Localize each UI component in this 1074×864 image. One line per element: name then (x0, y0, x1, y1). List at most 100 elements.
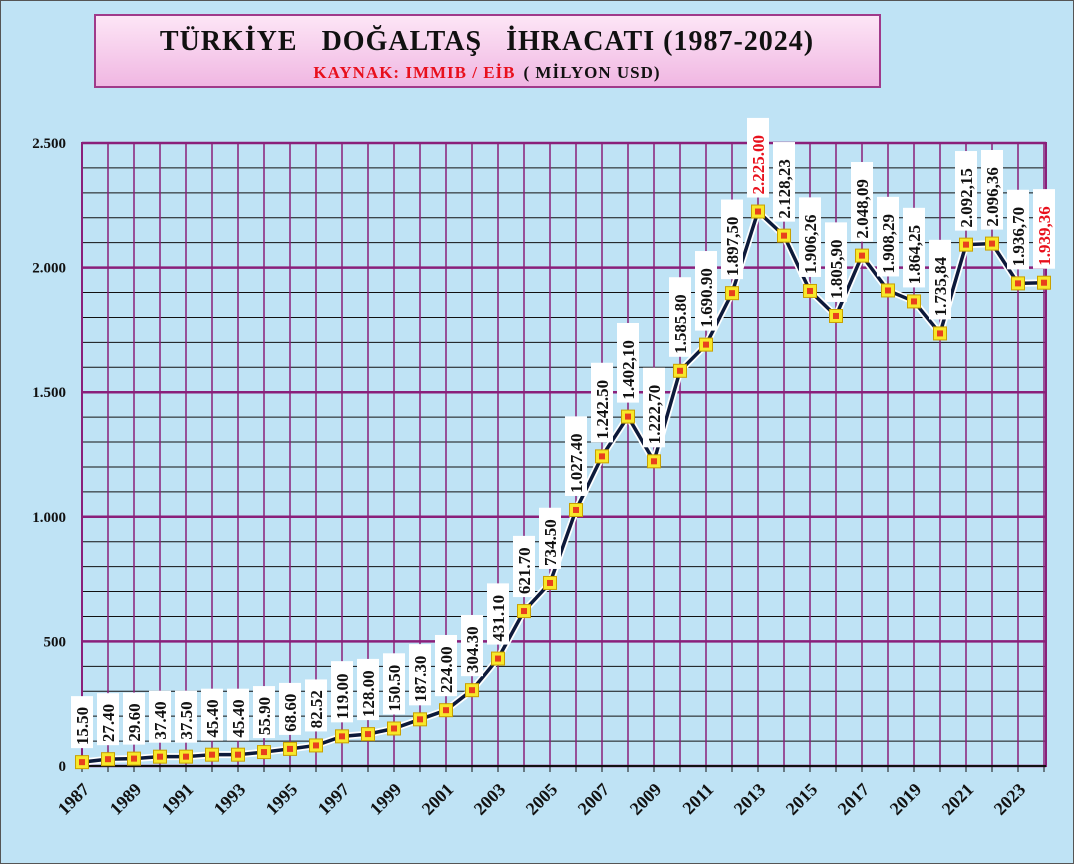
marker-center (313, 742, 319, 749)
value-label: 1.897,50 (723, 217, 742, 277)
value-label-bg (565, 416, 587, 496)
chart-title: TÜRKİYE DOĞALTAŞ İHRACATI (1987-2024) (160, 26, 814, 57)
marker-center (443, 707, 449, 714)
value-label-bg (721, 199, 743, 280)
value-label-bg (591, 362, 613, 443)
value-label-bg (773, 142, 795, 222)
marker-center (625, 413, 631, 420)
value-label-bg (253, 686, 275, 739)
marker-center (755, 208, 761, 215)
value-label-bg (305, 679, 327, 732)
marker-center (365, 731, 371, 738)
value-label: 1.864,25 (905, 225, 924, 285)
value-label-bg (357, 658, 379, 721)
value-label: 734.50 (541, 519, 560, 566)
value-label: 2.128,23 (775, 159, 794, 219)
value-label-bg (1007, 189, 1029, 270)
value-label-bg (71, 696, 93, 749)
marker-center (521, 608, 527, 615)
marker-center (235, 751, 241, 758)
marker-center (131, 755, 137, 762)
value-label: 2.092,15 (957, 168, 976, 228)
value-label-bg (435, 634, 457, 697)
value-label-bg (123, 692, 145, 745)
value-label-bg (539, 507, 561, 569)
value-label-bg (1033, 189, 1055, 269)
y-tick-label: 0 (59, 759, 67, 775)
value-label-bg (513, 535, 535, 598)
value-label: 224.00 (437, 646, 456, 693)
y-tick-label: 2.500 (32, 136, 66, 152)
marker-center (963, 241, 969, 248)
value-label-bg (799, 197, 821, 277)
subtitle-part: ( MİLYON USD) (524, 63, 661, 82)
value-label-bg (825, 222, 847, 302)
value-label: 1.690.90 (697, 268, 716, 328)
value-label: 304.30 (463, 626, 482, 673)
value-label-bg (747, 117, 769, 198)
marker-center (573, 506, 579, 513)
value-label: 29.60 (125, 703, 144, 741)
value-label-bg (461, 614, 483, 677)
value-label-bg (409, 644, 431, 706)
value-label: 55.90 (255, 697, 274, 735)
value-label-bg (955, 151, 977, 231)
value-label-bg (149, 690, 171, 743)
value-label: 82.52 (307, 690, 326, 728)
chart-subtitle: KAYNAK: IMMIB / EİB ( MİLYON USD) (313, 63, 660, 82)
marker-center (651, 458, 657, 465)
value-label: 1.908,29 (879, 214, 898, 274)
value-label: 1.242.50 (593, 380, 612, 440)
value-label: 68.60 (281, 694, 300, 732)
marker-center (781, 232, 787, 239)
marker-center (105, 756, 111, 763)
value-label: 1.585.80 (671, 294, 690, 354)
y-tick-label: 1.500 (32, 385, 66, 401)
marker-center (677, 367, 683, 374)
marker-center (703, 341, 709, 348)
value-label: 621.70 (515, 547, 534, 594)
value-label: 1.402,10 (619, 340, 638, 400)
value-label-bg (175, 690, 197, 743)
value-label: 1.027.40 (567, 433, 586, 493)
value-label: 1.939,36 (1035, 206, 1054, 266)
marker-center (1015, 280, 1021, 287)
marker-center (79, 759, 85, 766)
value-label-bg (851, 162, 873, 242)
marker-center (547, 579, 553, 586)
value-label: 119.00 (333, 674, 352, 720)
marker-center (287, 745, 293, 752)
marker-center (261, 749, 267, 756)
value-label-bg (279, 682, 301, 735)
marker-center (729, 290, 735, 297)
value-label: 1.936,70 (1009, 207, 1028, 267)
value-label: 1.805,90 (827, 239, 846, 299)
marker-center (391, 725, 397, 732)
marker-center (469, 687, 475, 694)
value-label: 1.222,70 (645, 385, 664, 445)
y-tick-label: 500 (44, 634, 67, 650)
value-label: 1.735,84 (931, 256, 950, 316)
value-label-bg (903, 207, 925, 288)
value-label-bg (877, 196, 899, 277)
value-label-bg (201, 688, 223, 741)
value-label: 431.10 (489, 595, 508, 642)
value-label: 2.096,36 (983, 167, 1002, 227)
marker-center (183, 753, 189, 760)
value-label-bg (227, 688, 249, 741)
value-label: 2.225.00 (749, 135, 768, 195)
marker-center (807, 287, 813, 294)
value-label: 15.50 (73, 707, 92, 745)
marker-center (157, 753, 163, 760)
subtitle-part: KAYNAK: IMMIB / EİB (313, 63, 515, 82)
title-box (94, 14, 881, 88)
value-label: 37.40 (151, 701, 170, 739)
marker-center (989, 240, 995, 247)
marker-center (833, 312, 839, 319)
value-label-bg (487, 583, 509, 645)
marker-center (1041, 279, 1047, 286)
marker-center (937, 330, 943, 337)
value-label-bg (617, 322, 639, 403)
